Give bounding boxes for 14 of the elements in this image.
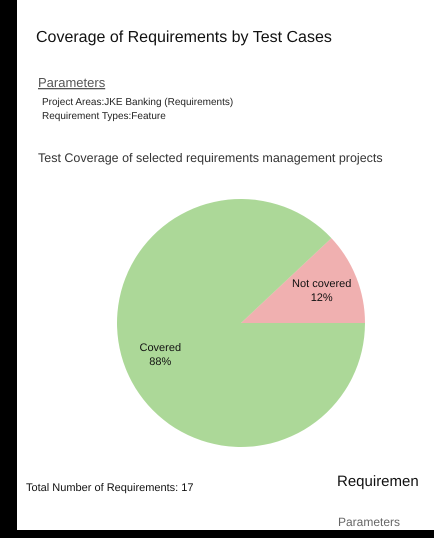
- text: Project Areas:JKE Banking (Requirements): [42, 97, 234, 108]
- pie-slice: [117, 199, 365, 447]
- data-label: 12%: [310, 292, 333, 304]
- pie-slice: [241, 238, 365, 323]
- text: Parameters: [338, 515, 400, 529]
- text: Requirement Types:Feature: [42, 111, 166, 122]
- text: Total Number of Requirements: 17: [26, 482, 194, 494]
- text: Requiremen: [337, 473, 419, 490]
- chart-subtitle: Test Coverage of selected requirements management projects: [38, 151, 383, 165]
- slice-label: Not covered: [292, 278, 352, 290]
- slice-label: Covered: [140, 342, 182, 354]
- text: Parameters: [38, 75, 106, 90]
- data-label: 88%: [149, 356, 172, 368]
- chart-title: Coverage of Requirements by Test Cases: [36, 29, 332, 46]
